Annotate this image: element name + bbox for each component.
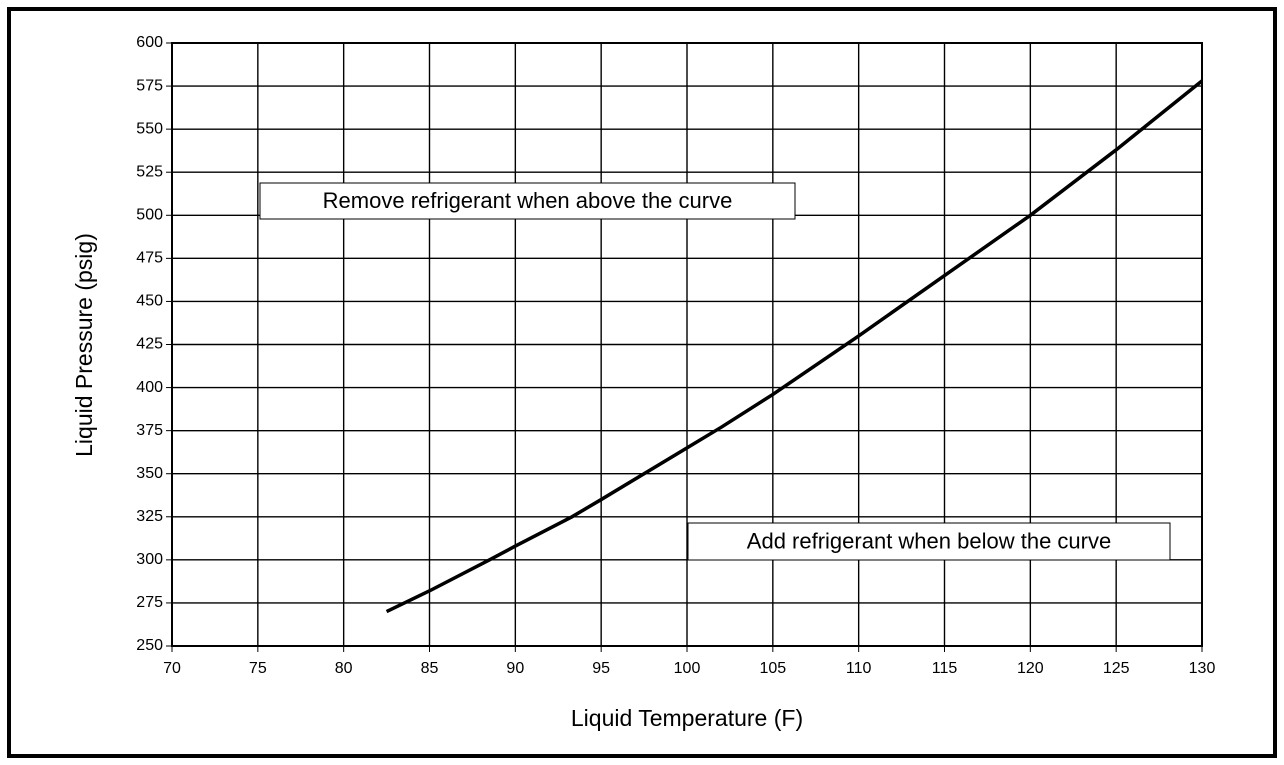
x-tick-label: 70 (163, 660, 181, 677)
x-tick-label: 110 (846, 660, 872, 677)
x-tick-label: 80 (335, 660, 353, 677)
y-tick-label: 300 (136, 551, 163, 568)
x-tick-label: 130 (1189, 660, 1216, 677)
y-tick-label: 425 (136, 336, 163, 353)
y-tick-label: 350 (136, 465, 163, 482)
y-tick-label: 250 (136, 637, 163, 654)
y-tick-label: 550 (136, 120, 163, 137)
y-tick-label: 375 (136, 422, 163, 439)
annotation-box (259, 182, 796, 220)
x-tick-label: 115 (932, 660, 958, 677)
x-tick-label: 105 (759, 660, 786, 677)
annotation-box (687, 522, 1171, 561)
x-tick-label: 75 (249, 660, 267, 677)
frame (7, 7, 1277, 758)
y-tick-label: 575 (136, 77, 163, 94)
y-tick-label: 325 (136, 508, 163, 525)
y-tick-label: 475 (136, 250, 163, 267)
x-tick-label: 120 (1017, 660, 1044, 677)
x-tick-label: 100 (674, 660, 701, 677)
x-tick-label: 125 (1103, 660, 1130, 677)
x-tick-label: 85 (421, 660, 439, 677)
plot-border (171, 42, 1203, 647)
y-tick-label: 525 (136, 163, 163, 180)
y-axis-label: Liquid Pressure (psig) (71, 233, 97, 457)
y-tick-label: 450 (136, 293, 163, 310)
annotation: Remove refrigerant when above the curve (323, 188, 733, 213)
x-tick-label: 95 (592, 660, 610, 677)
curve (385, 79, 1204, 614)
x-tick-label: 90 (506, 660, 524, 677)
y-tick-label: 400 (136, 379, 163, 396)
annotation: Add refrigerant when below the curve (747, 528, 1111, 553)
y-tick-label: 600 (136, 34, 163, 51)
y-tick-label: 275 (136, 594, 163, 611)
x-axis-label: Liquid Temperature (F) (571, 705, 803, 731)
y-tick-label: 500 (136, 207, 163, 224)
